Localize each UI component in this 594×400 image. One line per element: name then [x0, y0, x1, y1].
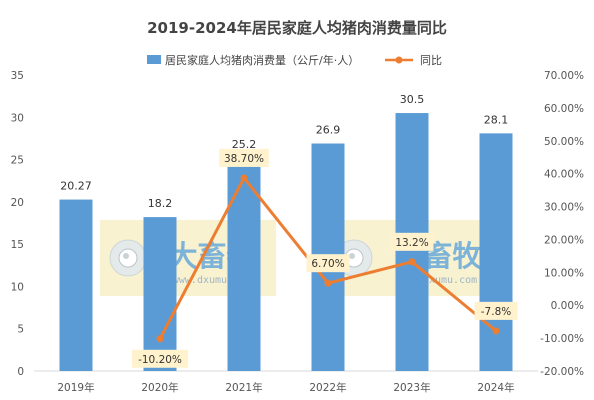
x-tick-label: 2019年 [57, 381, 94, 394]
line-label-box [131, 349, 189, 368]
line-series [156, 174, 500, 343]
bar-value-label: 25.2 [232, 138, 257, 151]
y-right-tick-label: 20.00% [544, 234, 584, 246]
bar [59, 199, 93, 371]
line-value-label: -7.8% [474, 301, 518, 320]
y-left-tick-label: 25 [11, 155, 24, 167]
x-tick-label: 2024年 [477, 381, 514, 394]
bar [227, 157, 261, 371]
line-label-text: -7.8% [481, 306, 511, 318]
line-point [492, 327, 500, 335]
watermark-url: www.dxumu.com [399, 275, 477, 286]
line-label-text: 38.70% [224, 153, 264, 165]
y-right-tick-label: 10.00% [544, 267, 584, 279]
line-label-box [306, 254, 350, 273]
y-axis-right: -20.00% -10.00% 0.00% 10.00% 20.00% 30.00% 40.… [540, 70, 584, 378]
y-axis-left: 0 5 10 15 20 25 30 35 [11, 70, 24, 378]
y-right-tick-label: 30.00% [544, 202, 584, 214]
chart-title: 2019-2024年居民家庭人均猪肉消费量同比 [147, 19, 447, 37]
y-left-tick-label: 15 [11, 239, 24, 251]
bar-value-label: 18.2 [148, 197, 173, 210]
y-right-tick-label: 50.00% [544, 136, 584, 148]
legend: 居民家庭人均猪肉消费量（公斤/年·人） 同比 [147, 53, 442, 67]
line-label-box [219, 148, 269, 167]
y-right-tick-label: 40.00% [544, 169, 584, 181]
bar [479, 133, 513, 371]
y-right-tick-label: -10.00% [540, 333, 584, 345]
bar-value-labels: 20.27 18.2 25.2 26.9 30.5 28.1 [60, 93, 508, 210]
y-left-tick-label: 35 [11, 70, 24, 82]
y-left-tick-label: 30 [11, 112, 24, 124]
y-left-tick-label: 0 [17, 366, 24, 378]
line-value-labels: -10.20% 38.70% 6.70% 13.2% -7.8% [131, 148, 518, 368]
line-label-text: 13.2% [395, 237, 428, 249]
y-left-tick-label: 20 [11, 197, 24, 209]
legend-bar-label: 居民家庭人均猪肉消费量（公斤/年·人） [165, 53, 359, 67]
bar-value-label: 28.1 [484, 113, 509, 126]
y-right-tick-label: 60.00% [544, 103, 584, 115]
bar-value-label: 26.9 [316, 124, 341, 137]
y-right-tick-label: -20.00% [540, 366, 584, 378]
x-tick-label: 2022年 [309, 381, 346, 394]
y-left-tick-label: 10 [11, 281, 24, 293]
eye-icon [109, 239, 147, 277]
watermark-url: www.dxumu.com [173, 275, 251, 286]
line-point [240, 174, 248, 182]
x-axis: 2019年 2020年 2021年 2022年 2023年 2024年 [34, 370, 538, 394]
legend-bar-swatch [147, 55, 161, 64]
line-label-text: 6.70% [311, 258, 344, 270]
bar [143, 217, 177, 371]
line-label-text: -10.20% [138, 354, 182, 366]
line-label-box [474, 301, 518, 320]
line-point [156, 335, 164, 343]
line-point [408, 258, 416, 266]
y-right-tick-label: 0.00% [551, 300, 584, 312]
line-point [324, 279, 332, 287]
line-label-box [390, 232, 434, 251]
line-value-label: 38.70% [219, 148, 269, 167]
y-left-tick-label: 5 [17, 324, 24, 336]
x-tick-label: 2021年 [225, 381, 262, 394]
legend-line-label: 同比 [420, 54, 442, 67]
line-value-label: 6.70% [306, 254, 350, 273]
legend-line-marker [395, 56, 403, 64]
bar-value-label: 20.27 [60, 180, 92, 193]
bar-value-label: 30.5 [400, 93, 425, 106]
line-value-label: 13.2% [390, 232, 434, 251]
x-tick-label: 2023年 [393, 381, 430, 394]
y-right-tick-label: 70.00% [544, 70, 584, 82]
x-tick-label: 2020年 [141, 381, 178, 394]
line-value-label: -10.20% [131, 349, 189, 368]
